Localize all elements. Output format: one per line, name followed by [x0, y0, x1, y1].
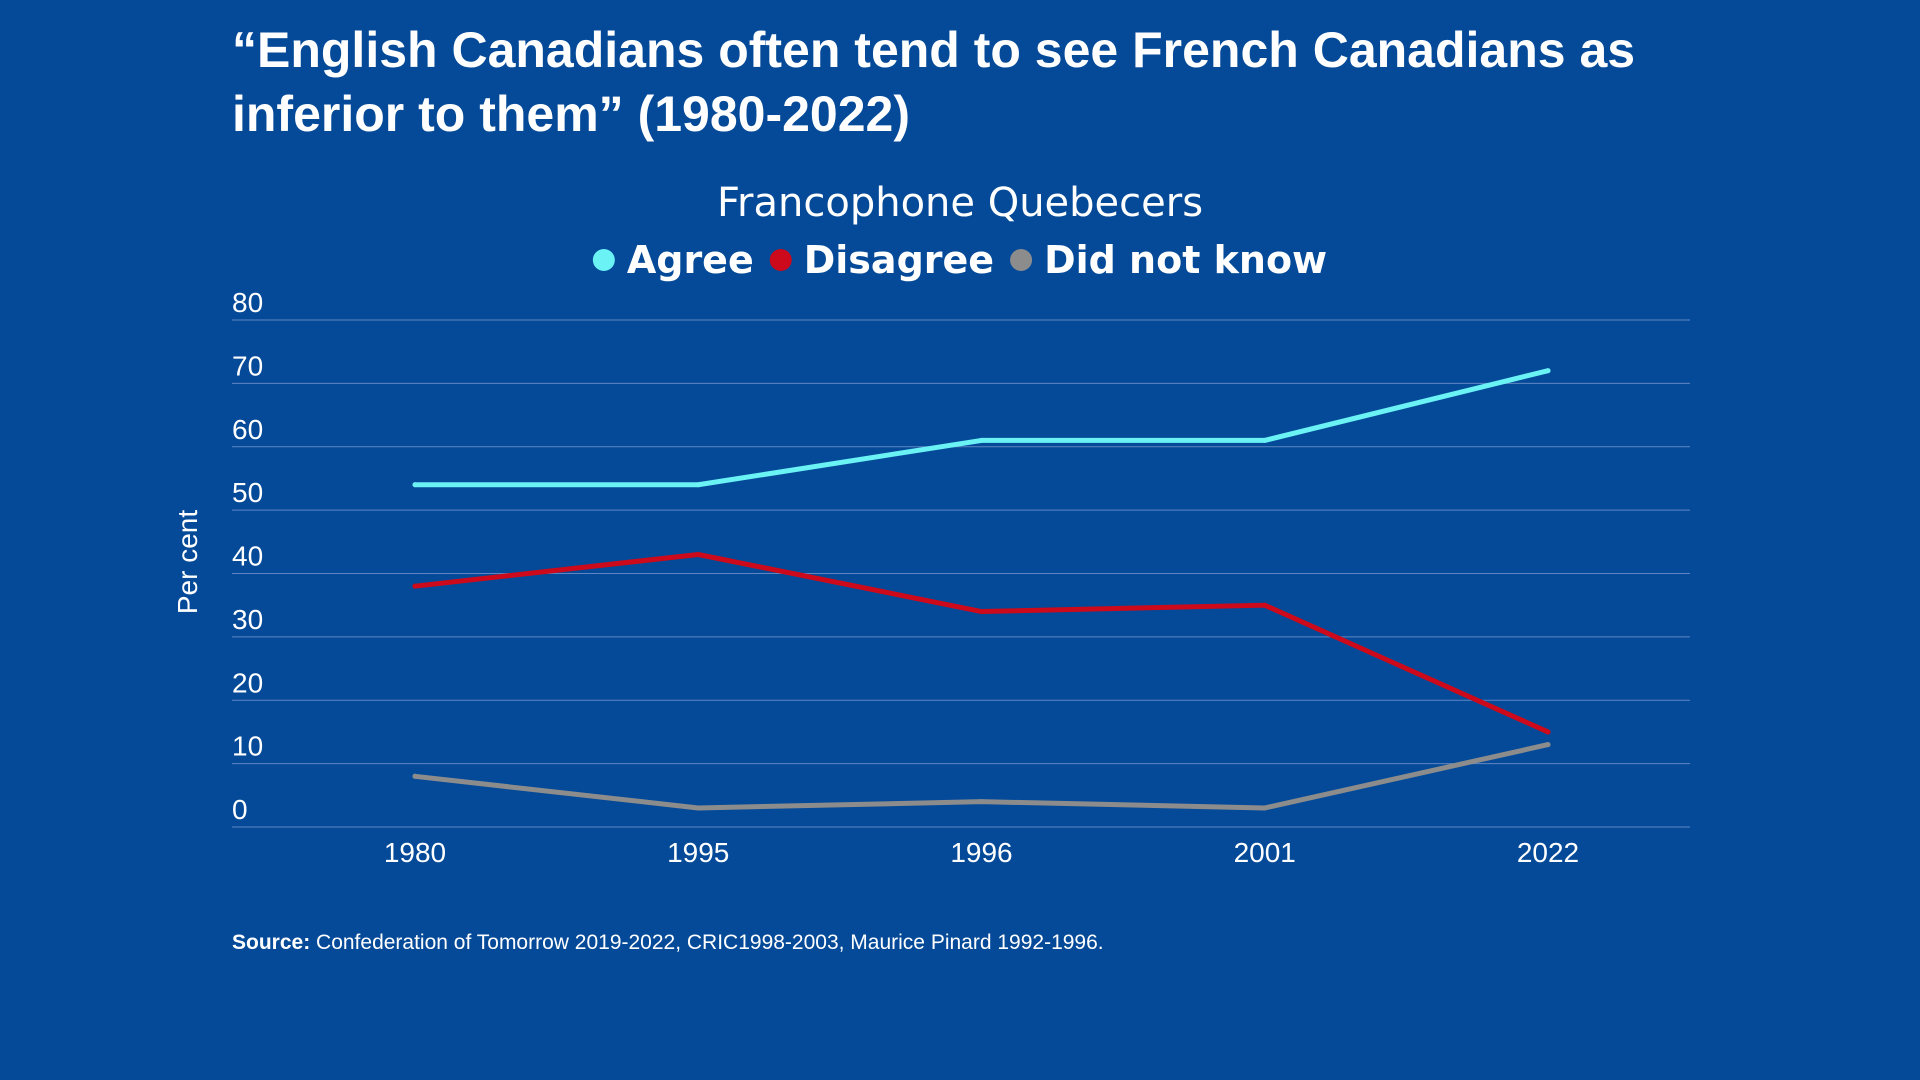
data-point-did-not-know	[1545, 742, 1551, 748]
legend-item-disagree: Disagree	[769, 238, 994, 282]
legend-label-disagree: Disagree	[804, 238, 994, 282]
source-label: Source:	[232, 931, 311, 954]
y-axis-ticks: 0 10 20 30 40 50 60 70 80	[232, 287, 263, 825]
chart-title: Francophone Quebecers	[717, 180, 1203, 226]
data-point-agree	[1545, 368, 1551, 374]
series-lines	[412, 368, 1551, 811]
data-point-did-not-know	[412, 773, 418, 779]
y-tick-label: 60	[232, 414, 263, 445]
gridlines	[232, 319, 1690, 828]
data-point-did-not-know	[979, 799, 984, 805]
y-tick-label: 0	[232, 794, 248, 825]
data-point-disagree	[695, 551, 701, 557]
data-point-agree	[979, 437, 984, 443]
y-tick-label: 10	[232, 731, 263, 762]
x-tick-label: 2022	[1517, 837, 1579, 868]
y-tick-label: 30	[232, 604, 263, 635]
legend-label-agree: Agree	[627, 238, 754, 282]
series-line-did-not-know	[412, 742, 1551, 811]
x-tick-label: 1980	[384, 837, 446, 868]
data-point-agree	[1262, 437, 1268, 443]
data-point-disagree	[979, 609, 984, 615]
series-line-disagree	[412, 551, 1551, 735]
x-tick-label: 1996	[950, 837, 1012, 868]
y-tick-label: 40	[232, 541, 263, 572]
data-point-did-not-know	[695, 805, 701, 811]
y-axis-label: Per cent	[172, 510, 203, 614]
legend: Agree Disagree Did not know	[592, 238, 1327, 282]
x-axis-ticks: 1980 1995 1996 2001 2022	[384, 837, 1579, 868]
x-tick-label: 1995	[667, 837, 729, 868]
series-line-agree	[412, 368, 1551, 488]
data-point-disagree	[412, 583, 418, 589]
legend-marker-did-not-know	[1010, 249, 1033, 271]
legend-item-agree: Agree	[592, 238, 754, 282]
data-point-agree	[695, 482, 701, 488]
legend-marker-agree	[592, 249, 615, 271]
y-tick-label: 20	[232, 667, 263, 698]
legend-item-did-not-know: Did not know	[1010, 238, 1327, 282]
data-point-agree	[412, 482, 418, 488]
data-point-disagree	[1545, 729, 1551, 735]
legend-marker-disagree	[769, 249, 792, 271]
data-point-disagree	[1262, 602, 1268, 608]
slide-title: “English Canadians often tend to see Fre…	[232, 22, 1636, 142]
source-text: Confederation of Tomorrow 2019-2022, CRI…	[316, 931, 1104, 954]
y-tick-label: 70	[232, 350, 263, 381]
y-tick-label: 80	[232, 287, 263, 318]
data-point-did-not-know	[1262, 805, 1268, 811]
source-note: Source: Confederation of Tomorrow 2019-2…	[232, 931, 1104, 955]
legend-label-did-not-know: Did not know	[1044, 238, 1327, 282]
x-tick-label: 2001	[1234, 837, 1296, 868]
y-tick-label: 50	[232, 477, 263, 508]
